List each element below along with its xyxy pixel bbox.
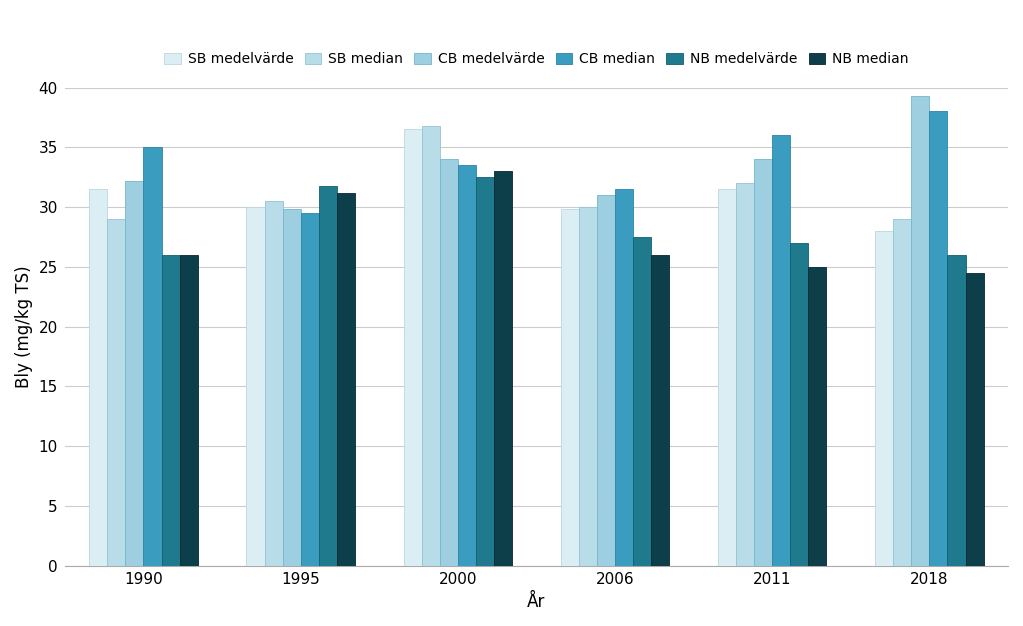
Bar [143, 147, 162, 565]
Bar [107, 219, 126, 565]
Bar [772, 135, 791, 565]
Bar [754, 159, 772, 565]
Bar [718, 189, 737, 565]
Bar [579, 207, 597, 565]
Bar [180, 255, 197, 565]
Bar [301, 213, 319, 565]
Bar [247, 207, 265, 565]
Bar [615, 189, 633, 565]
Bar [282, 210, 301, 565]
Bar [966, 273, 984, 565]
Legend: SB medelvärde, SB median, CB medelvärde, CB median, NB medelvärde, NB median: SB medelvärde, SB median, CB medelvärde,… [159, 47, 915, 72]
Bar [162, 255, 180, 565]
Bar [440, 159, 458, 565]
Bar [947, 255, 966, 565]
Y-axis label: Bly (mg/kg TS): Bly (mg/kg TS) [15, 265, 33, 388]
Bar [597, 195, 615, 565]
Bar [126, 181, 143, 565]
Bar [404, 130, 421, 565]
X-axis label: År: År [527, 593, 545, 611]
Bar [476, 177, 494, 565]
Bar [265, 201, 282, 565]
Bar [791, 243, 808, 565]
Bar [737, 183, 754, 565]
Bar [561, 210, 579, 565]
Bar [633, 237, 652, 565]
Bar [458, 165, 476, 565]
Bar [876, 231, 893, 565]
Bar [337, 193, 355, 565]
Bar [893, 219, 911, 565]
Bar [652, 255, 669, 565]
Bar [494, 171, 513, 565]
Bar [319, 185, 337, 565]
Bar [421, 126, 440, 565]
Bar [89, 189, 107, 565]
Bar [808, 267, 827, 565]
Bar [930, 111, 947, 565]
Bar [911, 96, 930, 565]
